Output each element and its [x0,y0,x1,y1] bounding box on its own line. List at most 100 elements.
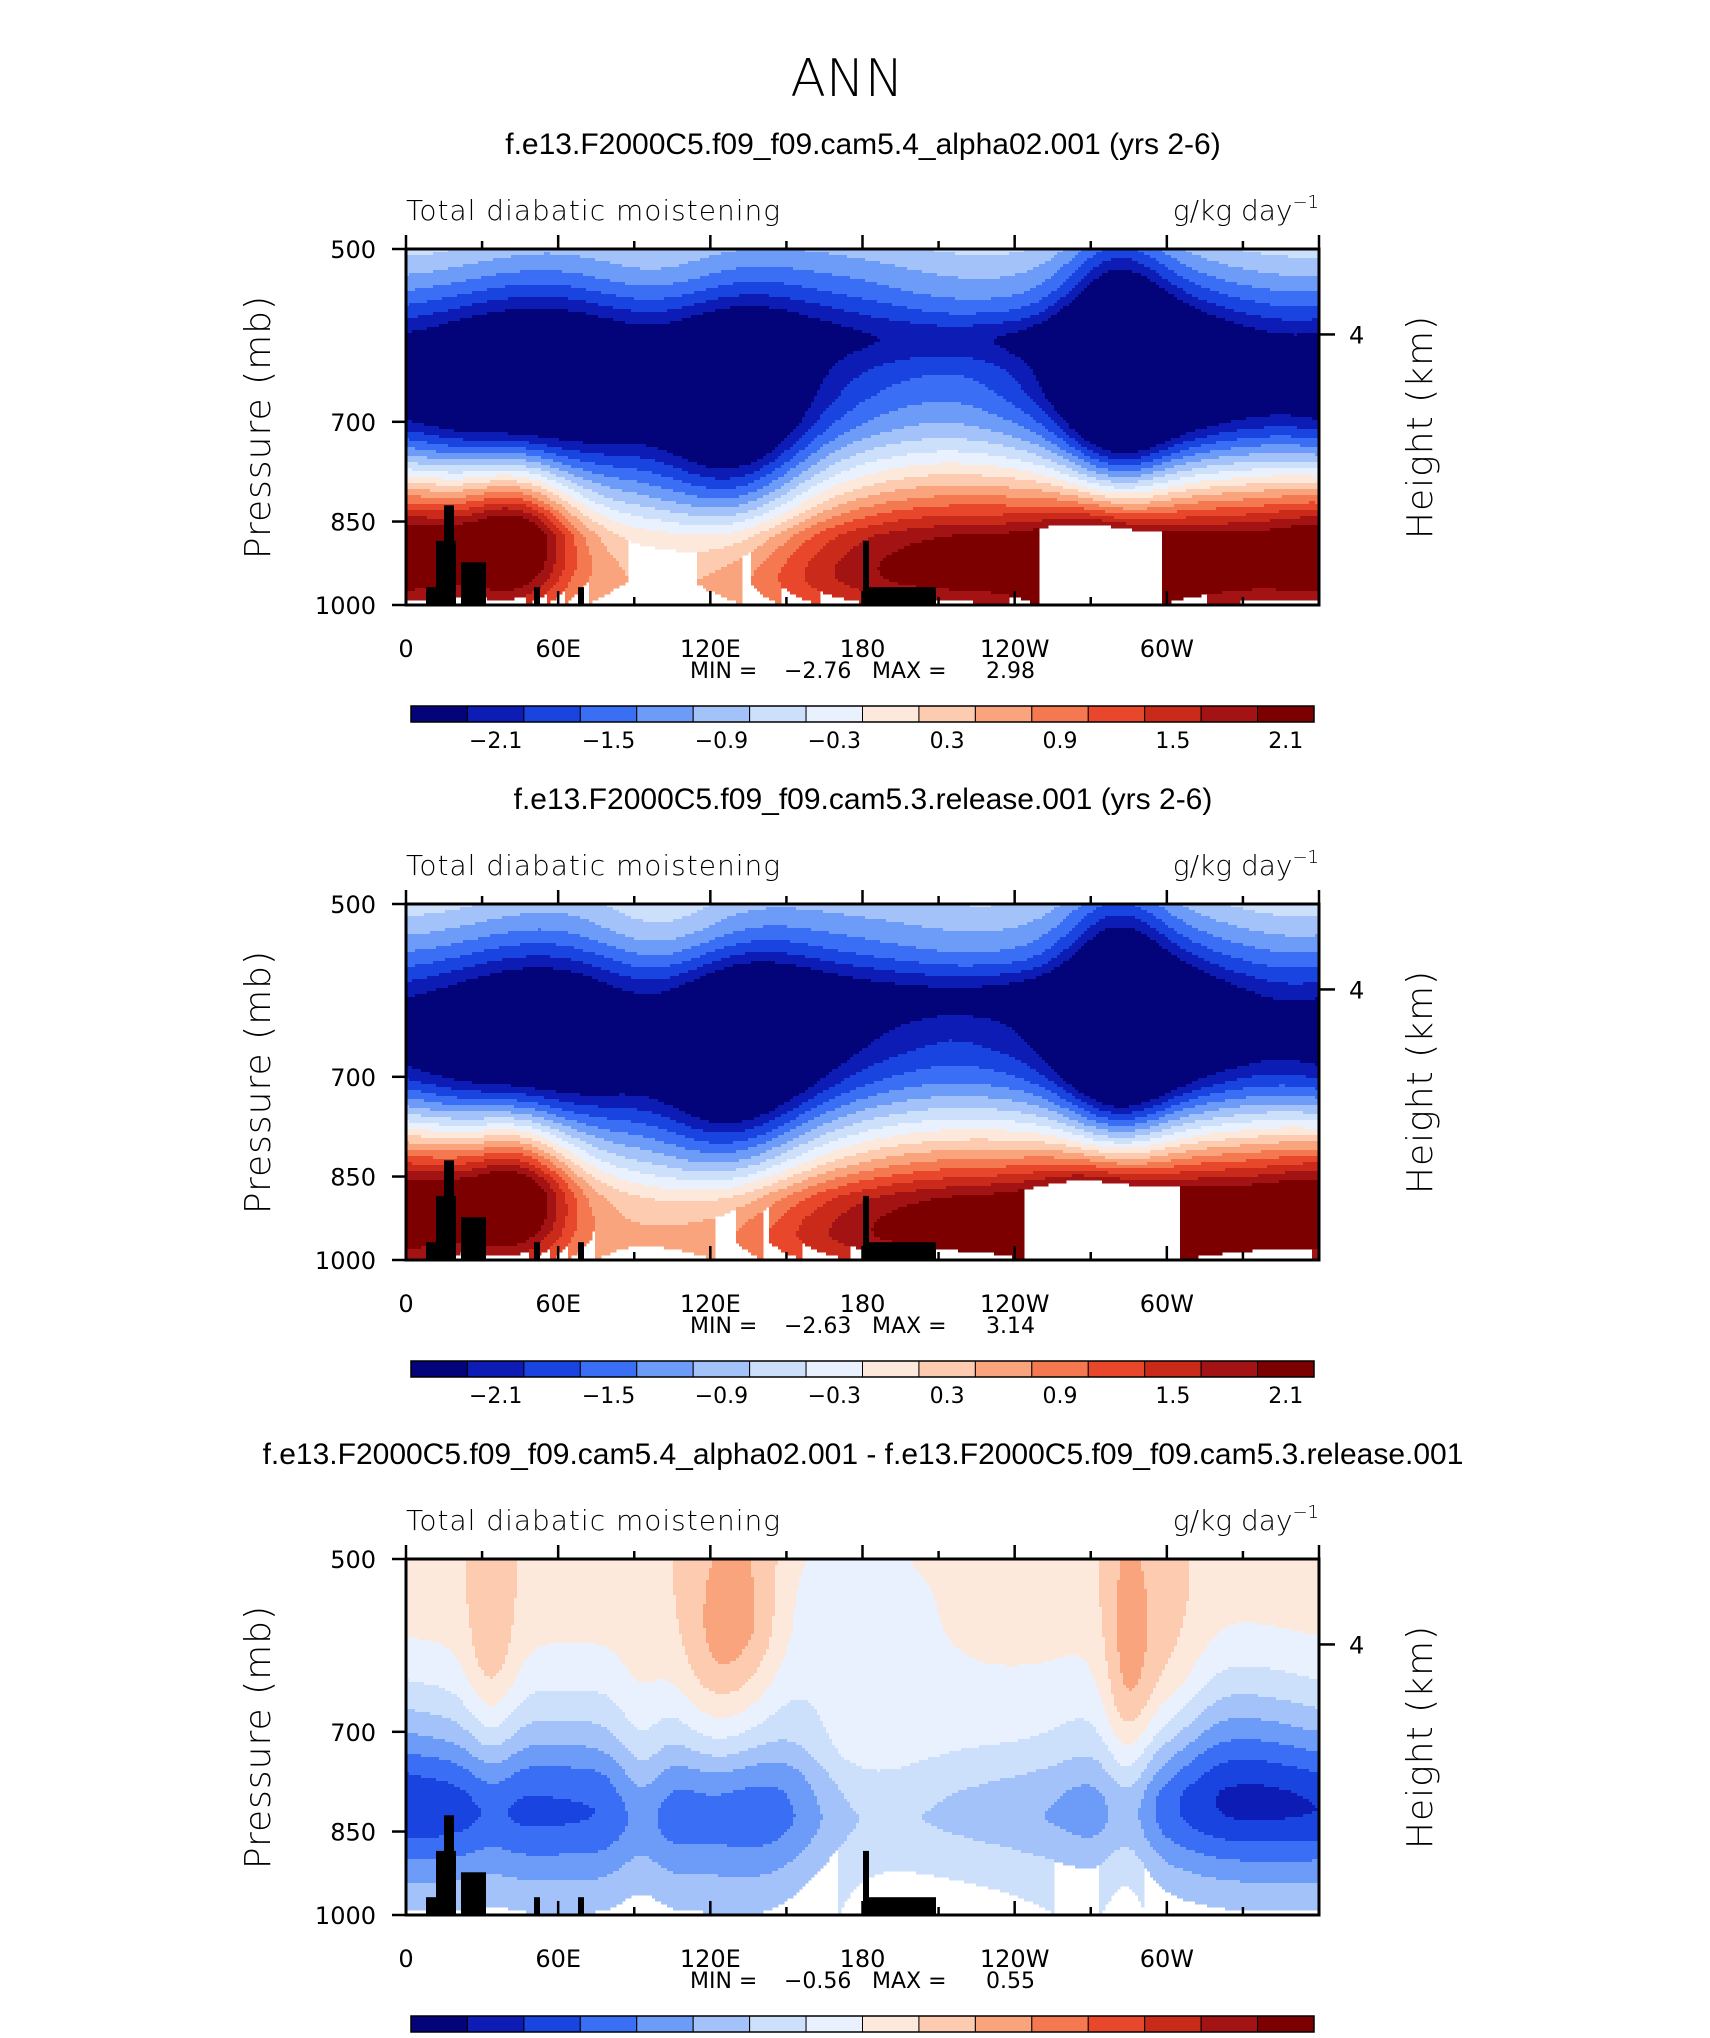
x-tick-label: 60E [535,1945,581,1973]
y-tick-label: 1000 [315,592,376,620]
min-value: −0.56 [784,1969,851,1994]
colorbar-swatch [410,705,468,723]
colorbar-swatch [974,2015,1033,2033]
y-tick-label: 700 [330,1719,376,1747]
colorbar-swatch [1031,2015,1089,2033]
y-axis-label: Pressure (mb) [238,295,279,559]
x-tick-label: 120E [680,1945,741,1973]
colorbar-swatch [918,1360,976,1378]
colorbar-swatch [579,2015,638,2033]
topography-block [444,505,454,606]
colorbar-swatch [1257,705,1315,723]
min-value: −2.76 [784,659,851,684]
colorbar-label: 2.1 [1268,1384,1303,1409]
topography-block [534,1897,540,1916]
max-value: 3.14 [986,1314,1035,1339]
colorbar-label: 2.1 [1268,729,1303,754]
left-string: Total diabatic moistening [406,194,781,227]
units-exponent: −1 [1292,847,1319,868]
topography-block [444,1815,454,1916]
colorbar-swatch [410,1360,468,1378]
figure-title: ANN [790,49,903,109]
x-tick-label: 0 [398,1290,413,1318]
colorbar-swatch [692,1360,751,1378]
y-right-axis-label: Height (km) [1400,315,1441,539]
colorbar-frame [410,1360,1315,1378]
x-tick-label: 180 [840,1290,886,1318]
x-tick-label: 120W [980,1290,1050,1318]
colorbar-swatch [579,1360,638,1378]
colorbar-swatch [466,705,525,723]
y-right-tick-label: 4 [1349,976,1364,1004]
max-value: 0.55 [986,1969,1035,1994]
units-label: g/kg day−1 [1173,1502,1319,1537]
x-tick-label: 180 [840,1945,886,1973]
x-tick-label: 60W [1140,635,1194,663]
y-tick-label: 1000 [315,1247,376,1275]
panel-2: f.e13.F2000C5.f09_f09.cam5.3.release.001… [238,783,1441,1409]
y-tick-label: 700 [330,1064,376,1092]
colorbar-swatch [579,705,638,723]
colorbar-swatch [1144,2015,1202,2033]
x-tick-label: 120E [680,635,741,663]
colorbar-label: −0.9 [695,1384,748,1409]
x-tick-label: 120E [680,1290,741,1318]
colorbar-swatch [636,1360,694,1378]
x-tick-label: 0 [398,635,413,663]
colorbar-swatch [1087,1360,1146,1378]
y-tick-label: 500 [330,1546,376,1574]
y-right-tick-label: 4 [1349,1631,1364,1659]
topography-block [866,1242,936,1261]
colorbar-label: 0.3 [930,729,965,754]
colorbar-swatch [1257,1360,1315,1378]
y-axis-label: Pressure (mb) [238,950,279,1214]
x-tick-label: 60E [535,635,581,663]
colorbar-swatch [974,705,1033,723]
topography-block [863,540,869,606]
colorbar-swatch [862,1360,920,1378]
units-base: g/kg day [1173,1504,1293,1537]
colorbar-swatch [805,2015,863,2033]
colorbar-label: 0.3 [930,1384,965,1409]
y-tick-label: 1000 [315,1902,376,1930]
max-label: MAX = [872,659,947,684]
colorbar-swatch [918,705,976,723]
colorbar-swatch [1200,2015,1259,2033]
colorbar-swatch [692,2015,751,2033]
min-value: −2.63 [784,1314,851,1339]
colorbar-label: 0.9 [1043,729,1078,754]
colorbar-swatch [466,2015,525,2033]
colorbar-swatch [1031,1360,1089,1378]
y-tick-label: 500 [330,236,376,264]
y-tick-label: 700 [330,409,376,437]
colorbar-frame [410,2015,1315,2033]
topography-block [578,1897,584,1916]
units-exponent: −1 [1292,1502,1319,1523]
panel-1: f.e13.F2000C5.f09_f09.cam5.4_alpha02.001… [238,128,1441,754]
y-right-axis-label: Height (km) [1400,1625,1441,1849]
colorbar-swatch [1200,1360,1259,1378]
colorbar-swatch [749,705,807,723]
colorbar-swatch [1087,705,1146,723]
x-tick-label: 60W [1140,1290,1194,1318]
topography-block [534,587,540,606]
colorbar-swatch [523,705,581,723]
colorbar-label: −1.5 [582,1384,635,1409]
topography-block [863,1850,869,1916]
colorbar-swatch [805,1360,863,1378]
colorbar-swatch [1257,2015,1315,2033]
colorbar-label: −0.3 [808,1384,861,1409]
colorbar-label: 1.5 [1155,1384,1190,1409]
min-label: MIN = [690,1969,757,1994]
colorbar-swatch [918,2015,976,2033]
y-right-axis-label: Height (km) [1400,970,1441,1194]
colorbar-label: 0.9 [1043,1384,1078,1409]
colorbar-swatch [1200,705,1259,723]
units-base: g/kg day [1173,194,1293,227]
x-tick-label: 120W [980,635,1050,663]
colorbar-label: 1.5 [1155,729,1190,754]
y-right-tick-label: 4 [1349,321,1364,349]
y-tick-label: 850 [330,509,376,537]
max-label: MAX = [872,1314,947,1339]
